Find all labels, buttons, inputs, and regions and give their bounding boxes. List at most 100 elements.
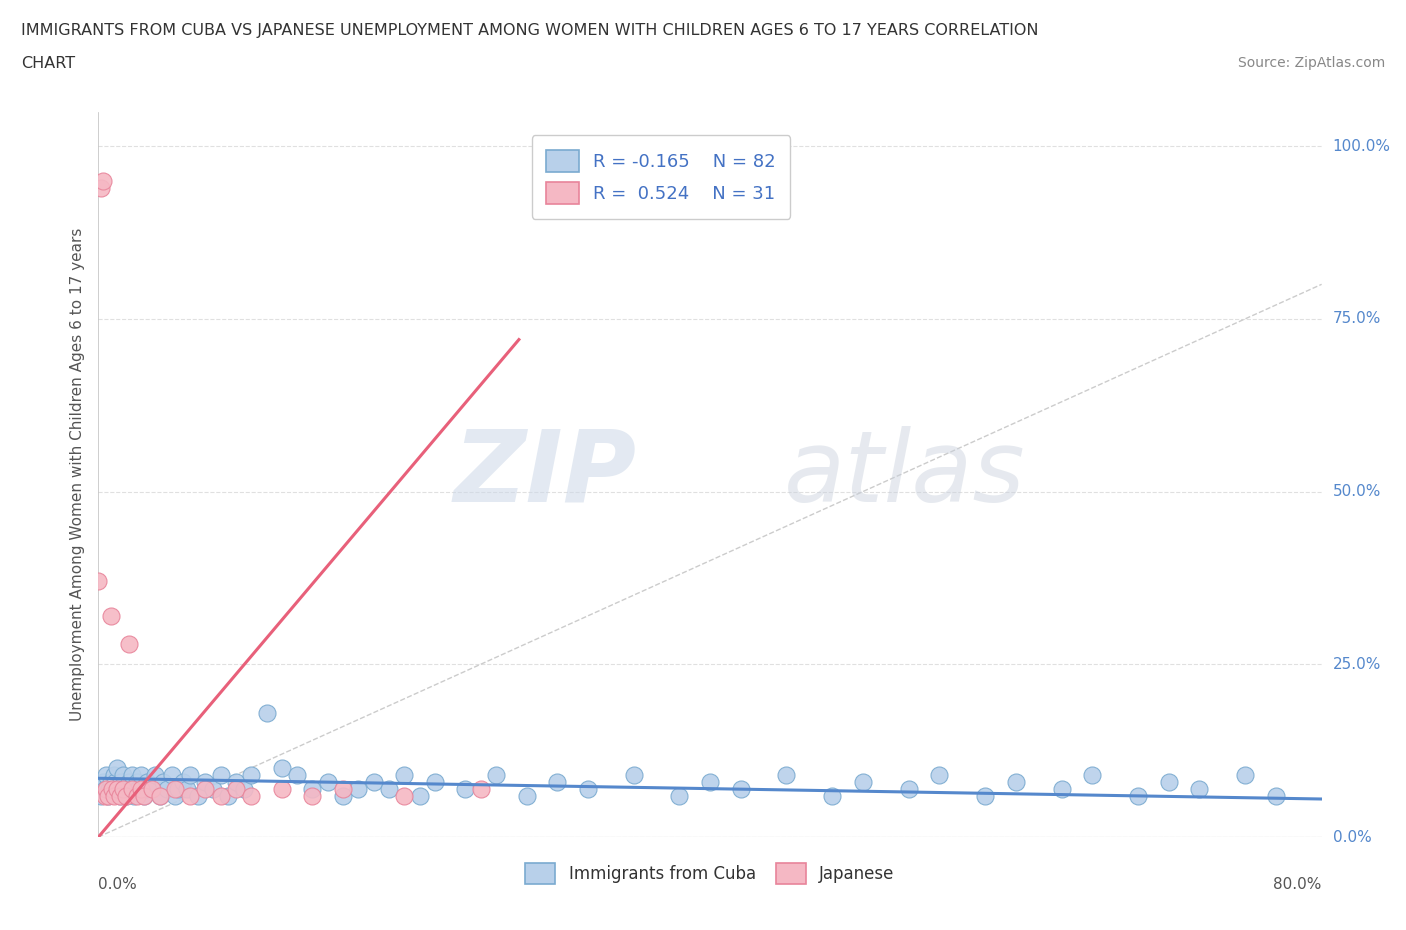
Point (105, 761, 128, 776)
Point (217, 788, 239, 803)
Point (485, 767, 508, 782)
Point (125, 788, 148, 803)
Point (576, 781, 599, 796)
Legend: Immigrants from Cuba, Japanese: Immigrants from Cuba, Japanese (519, 857, 901, 890)
Text: 50.0%: 50.0% (1333, 485, 1381, 499)
Point (111, 767, 134, 782)
Point (105, 781, 128, 796)
Point (270, 761, 292, 776)
Point (110, 775, 132, 790)
Point (928, 767, 950, 782)
Point (134, 788, 156, 803)
Point (256, 705, 278, 720)
Point (974, 788, 997, 803)
Text: ZIP: ZIP (454, 426, 637, 523)
Point (821, 788, 844, 803)
Point (136, 775, 159, 790)
Point (392, 767, 416, 782)
Point (1050, 781, 1073, 796)
Text: CHART: CHART (21, 56, 75, 71)
Point (103, 767, 125, 782)
Point (101, 781, 124, 796)
Point (97, 788, 120, 803)
Point (194, 781, 217, 796)
Point (187, 788, 209, 803)
Point (160, 767, 183, 782)
Point (470, 781, 492, 796)
Point (135, 781, 157, 796)
Point (623, 767, 645, 782)
Point (225, 781, 247, 796)
Point (301, 781, 323, 796)
Text: 0.0%: 0.0% (98, 877, 138, 892)
Point (108, 788, 131, 803)
Point (516, 788, 538, 803)
Text: 0.0%: 0.0% (1333, 830, 1371, 844)
Point (115, 788, 138, 803)
Y-axis label: Unemployment Among Women with Children Ages 6 to 17 years: Unemployment Among Women with Children A… (70, 228, 86, 721)
Point (1004, 775, 1026, 790)
Point (91, 173, 114, 188)
Point (301, 788, 323, 803)
Point (98, 781, 121, 796)
Point (121, 767, 143, 782)
Text: IMMIGRANTS FROM CUBA VS JAPANESE UNEMPLOYMENT AMONG WOMEN WITH CHILDREN AGES 6 T: IMMIGRANTS FROM CUBA VS JAPANESE UNEMPLO… (21, 23, 1039, 38)
Point (129, 767, 152, 782)
Point (127, 781, 149, 796)
Point (392, 788, 416, 803)
Point (179, 788, 201, 803)
Point (93, 781, 115, 796)
Point (1081, 767, 1104, 782)
Point (546, 775, 568, 790)
Point (94, 781, 117, 796)
Point (87, 781, 110, 796)
Point (202, 781, 225, 796)
Point (240, 767, 263, 782)
Point (94, 767, 117, 782)
Point (167, 781, 190, 796)
Text: Source: ZipAtlas.com: Source: ZipAtlas.com (1237, 56, 1385, 70)
Point (209, 788, 232, 803)
Point (141, 781, 163, 796)
Point (149, 788, 172, 803)
Point (90, 180, 112, 195)
Point (118, 636, 141, 651)
Point (107, 781, 129, 796)
Point (156, 781, 179, 796)
Point (134, 788, 156, 803)
Point (93, 788, 115, 803)
Point (363, 775, 385, 790)
Point (176, 781, 198, 796)
Point (775, 767, 797, 782)
Point (423, 775, 446, 790)
Point (408, 788, 430, 803)
Point (108, 788, 131, 803)
Point (194, 775, 217, 790)
Point (347, 781, 370, 796)
Point (1157, 775, 1180, 790)
Point (163, 781, 186, 796)
Point (143, 767, 166, 782)
Point (152, 775, 174, 790)
Point (121, 781, 143, 796)
Point (240, 788, 263, 803)
Point (112, 781, 135, 796)
Point (209, 767, 232, 782)
Point (1128, 788, 1150, 803)
Point (129, 781, 152, 796)
Point (125, 775, 148, 790)
Text: 100.0%: 100.0% (1333, 139, 1391, 153)
Point (378, 781, 401, 796)
Point (270, 781, 292, 796)
Point (232, 781, 254, 796)
Point (120, 781, 142, 796)
Point (668, 788, 690, 803)
Point (285, 767, 308, 782)
Point (97, 788, 120, 803)
Point (122, 788, 145, 803)
Point (101, 781, 124, 796)
Point (87, 574, 110, 589)
Point (118, 775, 141, 790)
Point (115, 788, 138, 803)
Point (172, 775, 194, 790)
